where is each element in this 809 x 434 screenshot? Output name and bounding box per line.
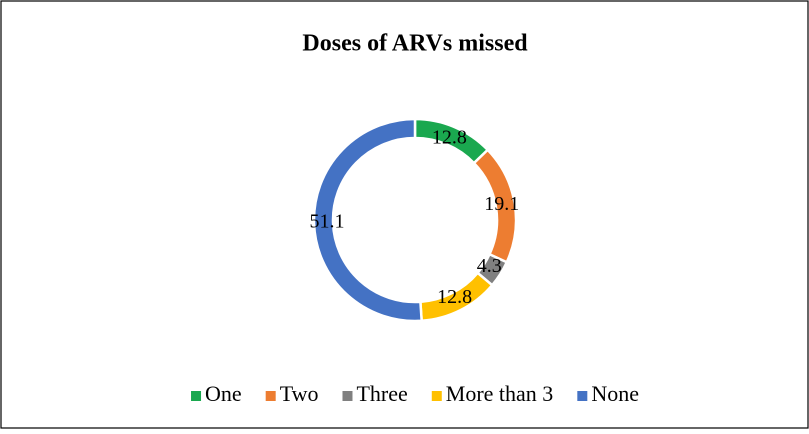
data-label: 12.8 [432, 127, 467, 149]
legend-marker [265, 391, 276, 401]
legend-label: More than 3 [446, 381, 554, 406]
legend-marker [191, 391, 202, 401]
legend-marker [342, 391, 353, 401]
data-label: 19.1 [484, 193, 519, 215]
legend-label: Three [356, 381, 407, 406]
legend-label: None [591, 381, 639, 406]
legend-marker [577, 391, 588, 401]
data-label: 51.1 [310, 210, 345, 232]
data-label: 12.8 [437, 286, 472, 308]
legend-marker [431, 391, 442, 401]
chart-title: Doses of ARVs missed [302, 31, 528, 57]
donut-segment [312, 117, 423, 323]
data-label: 4.3 [477, 255, 502, 277]
legend-label: Two [280, 381, 319, 406]
legend-label: One [205, 381, 242, 406]
